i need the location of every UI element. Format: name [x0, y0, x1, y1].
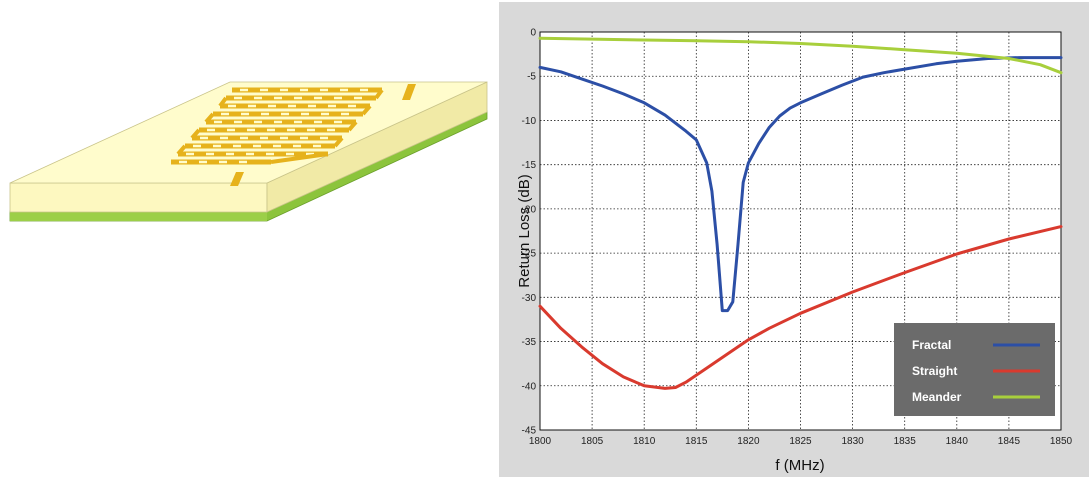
- y-tick-label: -45: [522, 426, 537, 437]
- series-layer: [538, 36, 1063, 390]
- x-tick-label: 1800: [529, 436, 552, 447]
- y-tick-label: -40: [522, 381, 537, 392]
- meander-patch: [171, 84, 416, 186]
- y-tick-label: 0: [530, 28, 536, 39]
- y-tick-labels: 0 -5 -10 -15 -20 -25 -30 -35 -40 -45: [522, 28, 537, 437]
- legend-label-fractal: Fractal: [912, 338, 951, 352]
- substrate-front-face: [9, 182, 268, 213]
- legend-label-meander: Meander: [912, 390, 962, 404]
- x-axis-title: f (MHz): [775, 457, 824, 474]
- y-tick-label: -10: [522, 116, 537, 127]
- x-tick-label: 1825: [789, 436, 812, 447]
- x-tick-label: 1815: [685, 436, 708, 447]
- antenna-illustration: [9, 81, 488, 222]
- series-line-meander: [538, 36, 1063, 75]
- x-tick-label: 1810: [633, 436, 656, 447]
- series-line-fractal: [538, 56, 1063, 313]
- y-axis-title: Return Loss (dB): [516, 174, 533, 287]
- x-tick-label: 1840: [946, 436, 969, 447]
- x-tick-label: 1820: [737, 436, 760, 447]
- legend: Fractal Straight Meander: [894, 323, 1055, 416]
- legend-label-straight: Straight: [912, 364, 957, 378]
- x-tick-label: 1805: [581, 436, 604, 447]
- x-tick-label: 1845: [998, 436, 1021, 447]
- y-tick-label: -35: [522, 337, 537, 348]
- series-line-straight: [538, 225, 1063, 390]
- y-tick-label: -25: [522, 249, 537, 260]
- y-tick-label: -20: [522, 204, 537, 215]
- x-tick-labels: 1800 1805 1810 1815 1820 1825 1830 1835 1840 1845…: [529, 436, 1073, 447]
- x-tick-label: 1830: [841, 436, 864, 447]
- y-tick-label: -5: [527, 72, 536, 83]
- x-tick-label: 1835: [894, 436, 917, 447]
- y-tick-label: -15: [522, 160, 537, 171]
- return-loss-chart: 1800 1805 1810 1815 1820 1825 1830 1835 1840 1845…: [516, 28, 1073, 475]
- y-tick-label: -30: [522, 293, 537, 304]
- x-tick-label: 1850: [1050, 436, 1073, 447]
- plot-panel: 1800 1805 1810 1815 1820 1825 1830 1835 1840 1845…: [499, 2, 1089, 477]
